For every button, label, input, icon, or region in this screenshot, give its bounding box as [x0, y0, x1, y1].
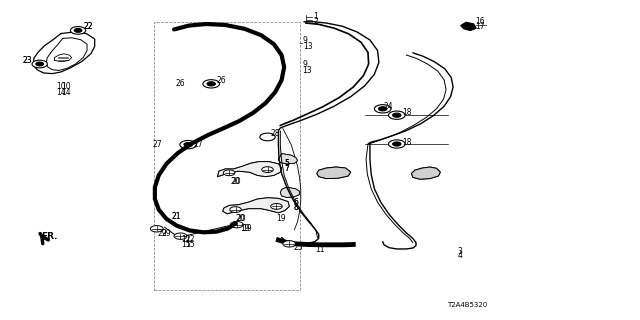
Circle shape: [271, 204, 282, 209]
Circle shape: [150, 226, 163, 232]
Circle shape: [180, 140, 196, 149]
Circle shape: [262, 167, 273, 172]
Text: 6: 6: [293, 198, 298, 207]
Text: 15: 15: [180, 240, 191, 249]
Circle shape: [283, 241, 296, 247]
Text: 1: 1: [314, 12, 318, 21]
Text: 18: 18: [402, 138, 412, 147]
Text: 27: 27: [193, 140, 203, 149]
Circle shape: [203, 80, 220, 88]
Text: 20: 20: [232, 177, 241, 186]
Text: 28: 28: [270, 129, 280, 138]
Text: 20: 20: [237, 214, 246, 223]
Text: 4: 4: [458, 252, 463, 260]
Text: 9: 9: [303, 36, 308, 45]
Text: 3: 3: [458, 247, 463, 256]
Text: 13: 13: [302, 66, 312, 75]
Text: 9: 9: [302, 60, 307, 69]
Polygon shape: [412, 167, 440, 179]
Circle shape: [388, 140, 405, 148]
Text: 7: 7: [285, 164, 290, 173]
Text: 19: 19: [240, 224, 250, 233]
Circle shape: [260, 133, 275, 141]
Text: 20: 20: [236, 214, 245, 223]
Text: 11: 11: [315, 245, 324, 254]
Text: 19: 19: [242, 224, 252, 233]
Text: 12: 12: [186, 236, 195, 244]
Circle shape: [36, 62, 44, 66]
Text: 14: 14: [61, 88, 71, 97]
Text: 21: 21: [172, 212, 181, 221]
Circle shape: [393, 113, 401, 117]
Polygon shape: [278, 154, 298, 164]
Text: 15: 15: [186, 240, 195, 249]
Circle shape: [32, 60, 47, 68]
Text: 5: 5: [285, 159, 290, 168]
Text: 26: 26: [216, 76, 226, 85]
Circle shape: [70, 27, 86, 34]
Text: 10: 10: [61, 82, 71, 91]
Text: 14: 14: [56, 88, 67, 97]
Text: 23: 23: [22, 56, 32, 65]
Text: 5: 5: [285, 159, 290, 168]
Text: 12: 12: [181, 236, 190, 244]
Circle shape: [207, 82, 215, 86]
Circle shape: [388, 111, 405, 119]
Text: 13: 13: [303, 42, 312, 51]
Text: 18: 18: [402, 108, 412, 117]
Text: T2A4B5320: T2A4B5320: [447, 302, 487, 308]
Text: 24: 24: [384, 102, 394, 111]
Polygon shape: [223, 198, 289, 214]
Text: 29: 29: [161, 229, 171, 238]
Text: 22: 22: [83, 22, 93, 31]
Circle shape: [230, 221, 243, 228]
Text: 20: 20: [230, 177, 240, 186]
Text: 23: 23: [22, 56, 32, 65]
Text: 26: 26: [176, 79, 186, 88]
Polygon shape: [461, 22, 476, 30]
Circle shape: [74, 28, 82, 32]
Circle shape: [230, 207, 241, 212]
Circle shape: [374, 105, 391, 113]
Circle shape: [378, 107, 387, 111]
Text: 29: 29: [157, 229, 167, 238]
Circle shape: [174, 233, 187, 239]
Circle shape: [393, 142, 401, 146]
Text: 8: 8: [293, 204, 298, 212]
Polygon shape: [317, 167, 351, 179]
Text: 21: 21: [172, 212, 181, 221]
Polygon shape: [280, 187, 300, 197]
Circle shape: [223, 170, 235, 176]
Text: 25: 25: [293, 244, 303, 252]
Text: 19: 19: [276, 214, 286, 223]
Text: 2: 2: [314, 17, 318, 26]
Text: 8: 8: [293, 204, 298, 212]
Text: 17: 17: [475, 22, 484, 31]
Text: 22: 22: [83, 22, 93, 31]
Text: 16: 16: [475, 17, 484, 26]
Text: FR.: FR.: [42, 232, 58, 241]
Text: 27: 27: [153, 140, 163, 149]
Text: 10: 10: [56, 82, 67, 91]
Polygon shape: [218, 162, 282, 177]
Text: 7: 7: [285, 164, 290, 173]
Circle shape: [184, 142, 192, 147]
Text: 6: 6: [293, 198, 298, 207]
